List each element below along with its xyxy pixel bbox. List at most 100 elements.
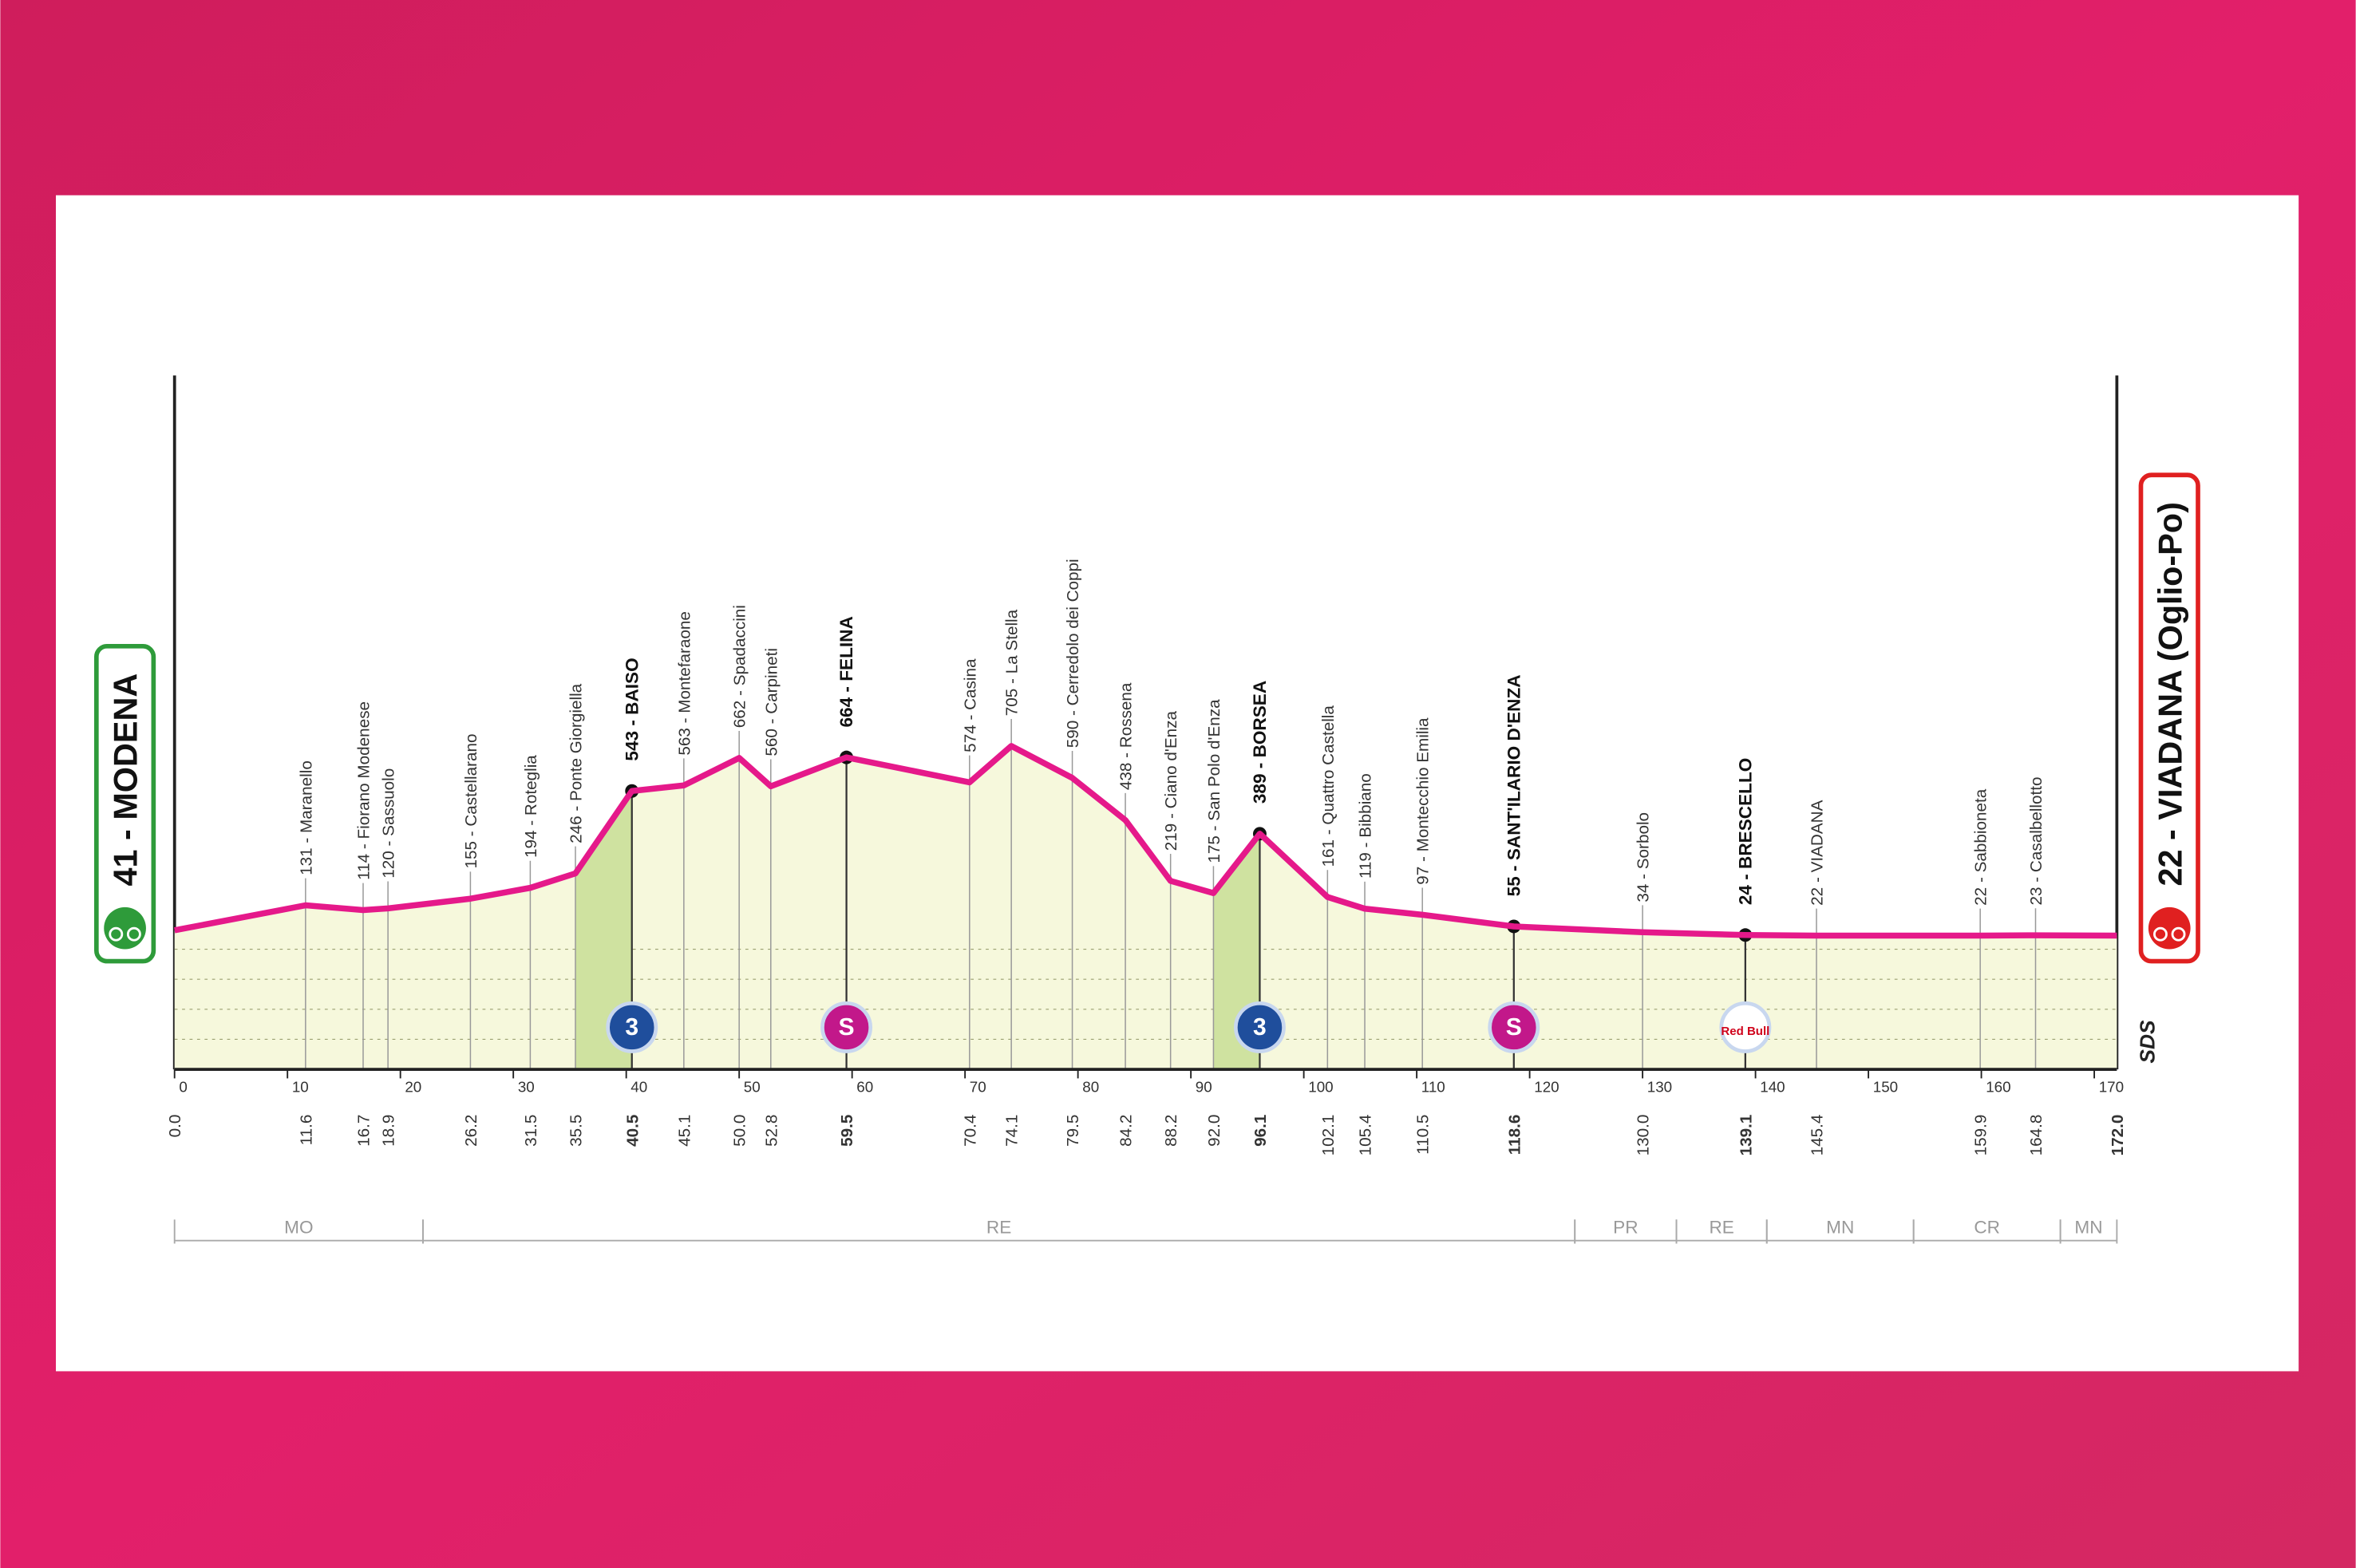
- km-label: 159.9: [1972, 1115, 1990, 1156]
- endpoint-icon-wheel: [109, 926, 124, 942]
- profile-line: [173, 743, 2117, 939]
- waypoint-label: 246 - Ponte Giorgiella: [567, 683, 586, 843]
- x-tick-label: 20: [405, 1078, 421, 1095]
- province-name: CR: [1974, 1217, 2000, 1237]
- km-label: 40.5: [623, 1115, 642, 1147]
- km-label: 26.2: [462, 1115, 480, 1147]
- waypoint-label: 114 - Fiorano Modenese: [355, 701, 374, 880]
- waypoint-label: 22 - Sabbioneta: [1972, 788, 1990, 906]
- card: [56, 195, 2299, 1372]
- x-tick-label: 80: [1082, 1078, 1099, 1095]
- endpoint-label: 41 - MODENA: [108, 673, 144, 887]
- km-label: 79.5: [1064, 1115, 1082, 1147]
- endpoint-badge: [2138, 472, 2200, 964]
- badge: [1488, 1001, 1540, 1053]
- waypoint-label: 560 - Carpineti: [762, 648, 781, 756]
- x-tick-label: 0: [179, 1078, 187, 1095]
- km-label: 96.1: [1251, 1115, 1270, 1147]
- endpoint-badge: [94, 644, 156, 964]
- km-label: 11.6: [297, 1115, 315, 1146]
- climb-area: [575, 791, 632, 1070]
- km-label: 18.9: [380, 1115, 398, 1147]
- km-label: 74.1: [1003, 1115, 1022, 1147]
- x-tick-label: 130: [1647, 1078, 1672, 1095]
- km-label: 130.0: [1635, 1115, 1653, 1156]
- waypoint-label: 194 - Roteglia: [522, 755, 540, 858]
- km-label: 0.0: [166, 1115, 184, 1138]
- province-name: MN: [2074, 1217, 2102, 1237]
- waypoint-label: 22 - VIADANA: [1809, 800, 1827, 905]
- x-tick-label: 70: [970, 1078, 986, 1095]
- badge-text: S: [1506, 1014, 1522, 1041]
- waypoint-label: 543 - BAISO: [622, 658, 642, 760]
- km-label: 50.0: [731, 1115, 749, 1147]
- x-tick-label: 140: [1760, 1078, 1785, 1095]
- badge: [1233, 1001, 1286, 1053]
- logo: SDS: [2135, 1020, 2159, 1064]
- km-label: 139.1: [1737, 1115, 1755, 1156]
- km-label: 31.5: [522, 1115, 540, 1147]
- x-tick-label: 170: [2099, 1078, 2124, 1095]
- waypoint-label: 590 - Cerredolo dei Coppi: [1064, 559, 1082, 748]
- km-label: 16.7: [355, 1115, 374, 1147]
- km-label: 172.0: [2109, 1115, 2127, 1156]
- waypoint-label: 24 - BRESCELLO: [1735, 758, 1755, 905]
- x-tick-label: 150: [1873, 1078, 1898, 1095]
- waypoint-label: 161 - Quattro Castella: [1319, 705, 1338, 867]
- province-name: MN: [1826, 1217, 1854, 1237]
- endpoint-icon-wheel: [2171, 926, 2186, 942]
- km-label: 105.4: [1357, 1115, 1375, 1156]
- waypoint-label: 219 - Ciano d'Enza: [1162, 710, 1180, 851]
- x-tick-label: 100: [1308, 1078, 1333, 1095]
- x-tick-label: 10: [292, 1078, 309, 1095]
- waypoint-label: 389 - BORSEA: [1250, 681, 1270, 804]
- waypoint-label: 119 - Bibbiano: [1357, 773, 1375, 879]
- waypoint-label: 131 - Maranello: [297, 760, 315, 875]
- badge-text: 3: [1253, 1014, 1267, 1041]
- x-tick-label: 90: [1196, 1078, 1212, 1095]
- waypoint-label: 23 - Casalbellotto: [2027, 776, 2046, 905]
- km-label: 164.8: [2027, 1115, 2046, 1156]
- badge: [606, 1001, 658, 1053]
- x-tick-label: 160: [1986, 1078, 2010, 1095]
- province-name: RE: [986, 1217, 1011, 1237]
- x-tick-label: 40: [631, 1078, 647, 1095]
- km-label: 118.6: [1505, 1115, 1524, 1155]
- endpoint-icon: [2148, 906, 2191, 950]
- waypoint-label: 563 - Montefaraone: [675, 611, 694, 756]
- km-label: 145.4: [1809, 1115, 1827, 1156]
- endpoint-icon: [104, 906, 146, 950]
- waypoint-label: 705 - La Stella: [1003, 609, 1022, 716]
- badge: [820, 1001, 873, 1053]
- km-label: 110.5: [1414, 1115, 1433, 1155]
- km-label: 102.1: [1319, 1115, 1338, 1156]
- waypoint-label: 155 - Castellarano: [462, 734, 480, 869]
- km-label: 59.5: [838, 1115, 856, 1147]
- waypoint-label: 97 - Montecchio Emilia: [1414, 717, 1433, 885]
- endpoint-icon-wheel: [126, 926, 141, 942]
- waypoint-label: 662 - Spadaccini: [731, 605, 749, 728]
- badge-text: S: [839, 1014, 855, 1041]
- km-label: 84.2: [1117, 1115, 1136, 1147]
- km-label: 92.0: [1205, 1115, 1223, 1147]
- province-name: PR: [1613, 1217, 1638, 1237]
- km-label: 70.4: [961, 1115, 979, 1147]
- endpoint-icon-wheel: [2153, 926, 2168, 942]
- km-label: 52.8: [762, 1115, 781, 1147]
- profile-area: [174, 745, 2117, 1070]
- km-label: 45.1: [675, 1115, 694, 1147]
- province-name: MO: [284, 1217, 313, 1237]
- waypoint-label: 120 - Sassuolo: [380, 768, 398, 879]
- waypoint-label: 574 - Casina: [961, 658, 979, 752]
- waypoint-label: 175 - San Polo d'Enza: [1205, 699, 1223, 863]
- x-tick-label: 110: [1421, 1078, 1445, 1095]
- km-label: 88.2: [1162, 1115, 1180, 1147]
- waypoint-label: 664 - FELINA: [836, 616, 856, 727]
- waypoint-label: 438 - Rossena: [1117, 682, 1136, 790]
- waypoint-label: 34 - Sorbolo: [1635, 812, 1653, 902]
- x-tick-label: 50: [744, 1078, 761, 1095]
- badge: [1719, 1001, 1772, 1053]
- x-tick-label: 120: [1534, 1078, 1559, 1095]
